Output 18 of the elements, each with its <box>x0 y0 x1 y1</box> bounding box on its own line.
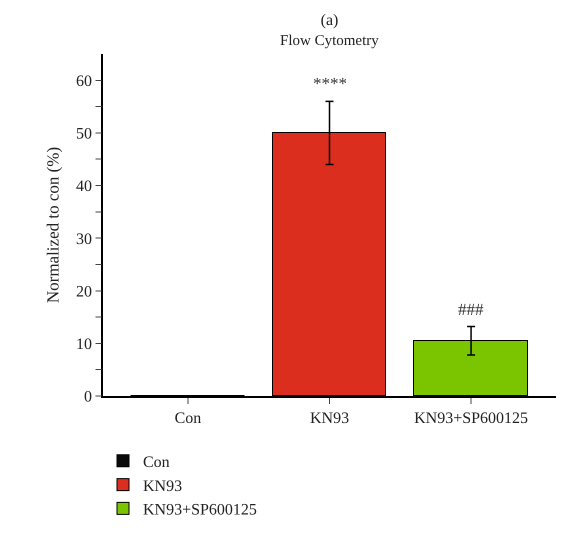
x-tick-label: KN93 <box>310 410 350 427</box>
x-tick-label: KN93+SP600125 <box>414 410 528 427</box>
y-tick-label: 40 <box>76 178 92 196</box>
x-tick-label: Con <box>174 410 202 427</box>
y-tick-label: 0 <box>84 388 92 406</box>
y-tick-label: 10 <box>76 336 92 353</box>
annotation: ### <box>458 300 484 319</box>
chart-subtitle: Flow Cytometry <box>280 33 380 49</box>
y-tick-label: 30 <box>76 230 92 248</box>
y-tick-label: 60 <box>76 72 92 90</box>
annotation: **** <box>313 74 347 93</box>
y-axis-title: Normalized to con (%) <box>44 146 62 304</box>
legend-label: Con <box>143 454 170 472</box>
legend-label: KN93+SP600125 <box>143 502 257 519</box>
legend-label: KN93 <box>143 478 182 495</box>
y-tick-label: 20 <box>76 283 92 300</box>
y-tick-label: 50 <box>76 126 92 143</box>
chart-title: (a) <box>320 12 338 29</box>
